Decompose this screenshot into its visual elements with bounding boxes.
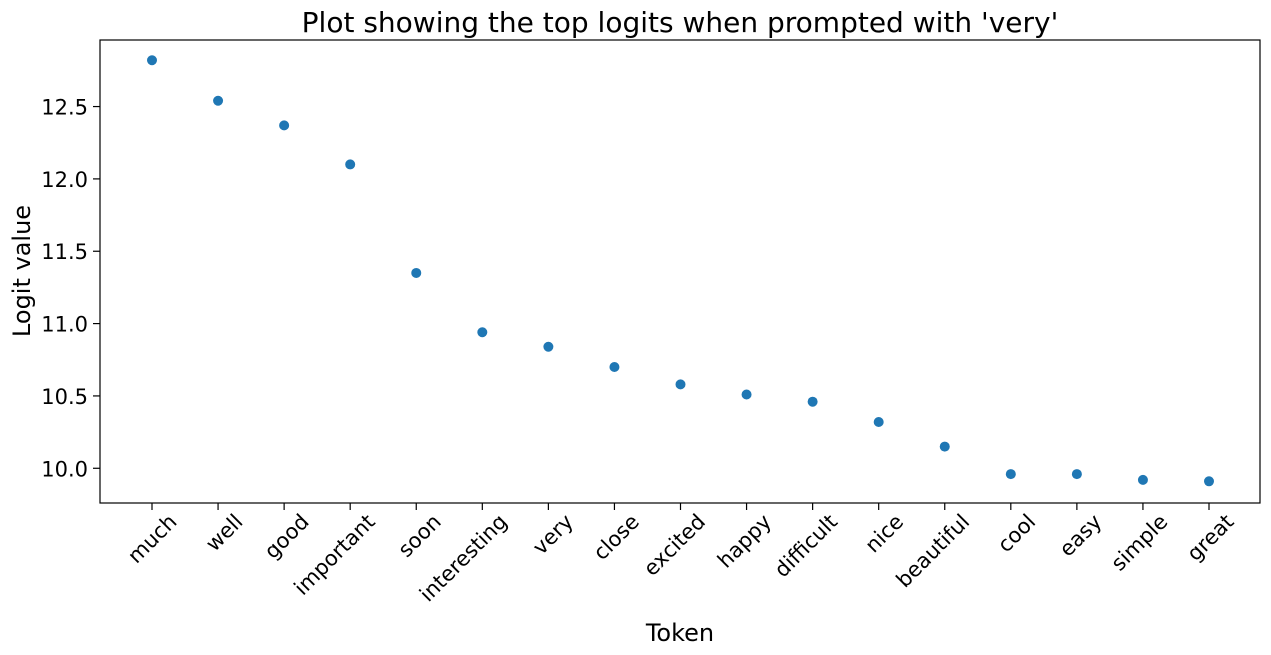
data-point-excited <box>675 379 686 390</box>
data-point-interesting <box>477 327 488 338</box>
y-tick-label: 12.0 <box>41 168 88 192</box>
x-tick-label-easy: easy <box>1055 510 1107 562</box>
data-point-good <box>279 120 290 131</box>
x-tick-label-beautiful: beautiful <box>892 510 975 593</box>
x-tick-label-simple: simple <box>1106 510 1172 576</box>
data-point-much <box>147 55 157 66</box>
x-axis-label: Token <box>645 619 714 647</box>
data-point-very <box>543 341 554 352</box>
x-tick-label-good: good <box>260 510 314 564</box>
data-point-difficult <box>807 396 818 407</box>
data-point-easy <box>1071 469 1082 480</box>
data-point-well <box>213 95 224 106</box>
data-point-happy <box>741 389 752 400</box>
data-point-soon <box>411 267 422 278</box>
data-point-cool <box>1005 469 1016 480</box>
chart-title: Plot showing the top logits when prompte… <box>302 6 1059 39</box>
data-point-nice <box>873 416 884 427</box>
data-point-simple <box>1137 474 1148 485</box>
y-tick-label: 10.0 <box>41 457 88 481</box>
data-point-close <box>609 361 620 372</box>
y-tick-label: 12.5 <box>41 96 88 120</box>
plot-area-frame <box>99 39 1261 504</box>
x-tick-label-great: great <box>1182 510 1238 566</box>
x-tick-label-soon: soon <box>393 510 445 562</box>
y-axis: 10.0 10.5 11.0 11.5 12.0 12.5 <box>41 96 100 481</box>
x-tick-label-difficult: difficult <box>770 510 842 582</box>
x-tick-label-nice: nice <box>860 510 908 558</box>
y-axis-label: Logit value <box>8 205 36 337</box>
x-tick-label-cool: cool <box>993 510 1040 557</box>
y-tick-label: 10.5 <box>41 385 88 409</box>
data-point-great <box>1204 476 1214 487</box>
x-tick-label-excited: excited <box>639 510 710 581</box>
data-points <box>147 55 1214 487</box>
y-tick-label: 11.0 <box>41 313 88 337</box>
x-tick-label-close: close <box>589 510 644 565</box>
x-tick-label-happy: happy <box>713 510 776 573</box>
data-point-important <box>345 159 356 170</box>
x-tick-label-very: very <box>528 510 578 560</box>
y-tick-label: 11.5 <box>41 240 88 264</box>
x-tick-label-much: much <box>123 510 181 568</box>
x-tick-label-well: well <box>201 510 248 557</box>
data-point-beautiful <box>939 441 950 452</box>
